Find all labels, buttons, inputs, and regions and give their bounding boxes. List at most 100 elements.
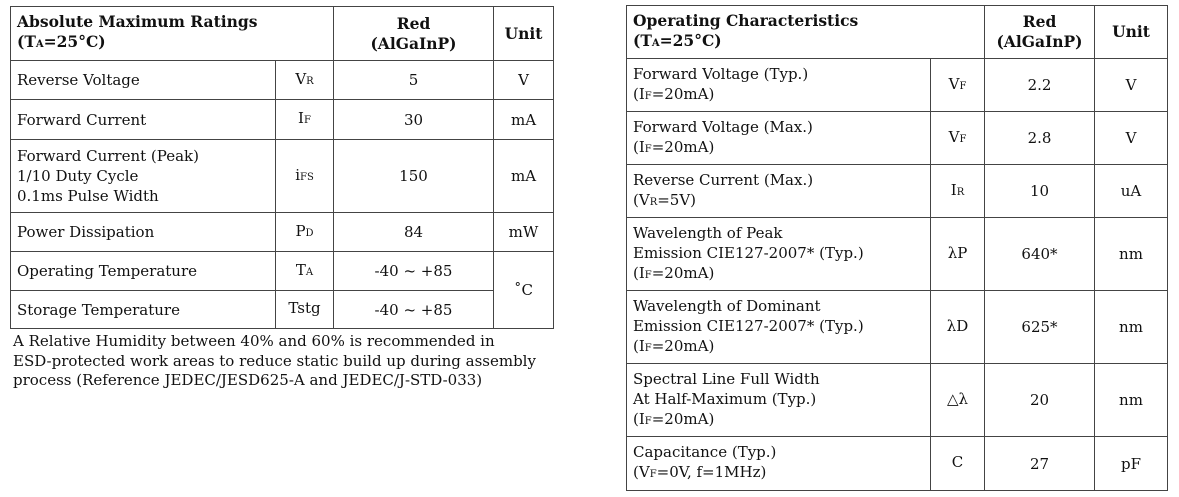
parameter-line: Wavelength of Dominant: [633, 296, 821, 315]
parameter-line: 1/10 Duty Cycle: [17, 167, 139, 185]
condition-subscript: F: [644, 342, 652, 354]
parameter-cell: Operating Temperature: [10, 251, 276, 291]
condition-suffix: =20mA): [651, 137, 715, 156]
value-cell: 2.2: [984, 58, 1095, 112]
column-header-unit: Unit: [493, 6, 554, 61]
condition-subscript: A: [651, 37, 660, 49]
table-row: Storage Temperature Tstg -40 ~ +85: [10, 290, 554, 329]
symbol-cell: PD: [275, 212, 334, 252]
symbol-cell: C: [930, 436, 985, 491]
table-title-cell: Operating Characteristics (TA=25°C): [626, 5, 985, 59]
unit-cell: mA: [493, 139, 554, 213]
column-header-red: Red (AlGaInP): [984, 5, 1095, 59]
parameter-cell: Wavelength of Peak Emission CIE127-2007*…: [626, 217, 931, 291]
parameter-line: Emission CIE127-2007* (Typ.): [633, 243, 864, 262]
condition-suffix: =5V): [657, 190, 697, 209]
column-material-label: (AlGaInP): [996, 32, 1083, 51]
symbol-main: V: [948, 127, 960, 146]
note-line: A Relative Humidity between 40% and 60% …: [13, 332, 495, 350]
condition-suffix: =25°C): [659, 30, 722, 50]
symbol-main: V: [295, 69, 307, 88]
parameter-line: Forward Voltage (Max.): [633, 117, 813, 136]
parameter-cell: Power Dissipation: [10, 212, 276, 252]
condition-suffix: =0V, f=1MHz): [656, 463, 767, 481]
condition-subscript: A: [35, 39, 44, 50]
table-row: Forward Current (Peak) 1/10 Duty Cycle 0…: [10, 139, 554, 213]
condition-line: (VR=5V): [633, 190, 924, 213]
symbol-main: i: [295, 165, 300, 184]
table-row: Forward Current IF 30 mA: [10, 99, 554, 140]
table-row: Reverse Current (Max.) (VR=5V) IR 10 uA: [626, 164, 1168, 218]
parameter-line: Emission CIE127-2007* (Typ.): [633, 316, 864, 335]
symbol-cell: VF: [930, 111, 985, 165]
value-cell: 84: [333, 212, 494, 252]
parameter-line: Reverse Current (Max.): [633, 170, 814, 189]
condition-prefix: (T: [633, 30, 652, 50]
table-row: Reverse Voltage VR 5 V: [10, 60, 554, 100]
parameter-line: 0.1ms Pulse Width: [17, 187, 159, 205]
symbol-subscript: R: [956, 186, 965, 198]
column-red-label: Red: [1022, 12, 1057, 31]
condition-suffix: =20mA): [651, 336, 715, 355]
column-red-label: Red: [396, 13, 431, 33]
note-line: process (Reference JEDEC/JESD625-A and J…: [13, 371, 483, 389]
condition-prefix: (V: [633, 463, 650, 481]
condition-line: (VF=0V, f=1MHz): [633, 462, 924, 485]
condition-line: (IF=20mA): [633, 263, 924, 286]
condition-subscript: F: [644, 143, 652, 155]
symbol-cell: iFS: [275, 139, 334, 213]
note-line: ESD-protected work areas to reduce stati…: [13, 351, 536, 370]
condition-suffix: =20mA): [651, 263, 715, 282]
condition-prefix: (I: [633, 336, 645, 355]
parameter-cell: Forward Current: [10, 99, 276, 140]
symbol-subscript: D: [305, 227, 314, 239]
value-cell: 625*: [984, 290, 1095, 364]
parameter-line: Spectral Line Full Width: [633, 369, 820, 388]
symbol-main: P: [295, 221, 306, 240]
unit-cell: nm: [1094, 290, 1168, 364]
symbol-cell: IF: [275, 99, 334, 140]
condition-line: (IF=20mA): [633, 84, 924, 107]
symbol-cell: λD: [930, 290, 985, 364]
parameter-cell: Capacitance (Typ.) (VF=0V, f=1MHz): [626, 436, 931, 491]
table-row: Capacitance (Typ.) (VF=0V, f=1MHz) C 27 …: [626, 436, 1168, 491]
symbol-cell: IR: [930, 164, 985, 218]
column-material-label: (AlGaInP): [370, 33, 457, 53]
value-cell: 27: [984, 436, 1095, 491]
unit-cell: V: [1094, 58, 1168, 112]
symbol-main: △λ: [946, 389, 969, 408]
symbol-cell: △λ: [930, 363, 985, 437]
value-cell: 2.8: [984, 111, 1095, 165]
value-cell: 10: [984, 164, 1095, 218]
unit-cell: nm: [1094, 363, 1168, 437]
absolute-maximum-ratings-table: Absolute Maximum Ratings (TA=25°C) Red (…: [10, 6, 554, 329]
table-row: Power Dissipation PD 84 mW: [10, 212, 554, 252]
unit-cell: uA: [1094, 164, 1168, 218]
parameter-cell: Wavelength of Dominant Emission CIE127-2…: [626, 290, 931, 364]
unit-cell: V: [493, 60, 554, 100]
condition-subscript: R: [649, 196, 658, 208]
parameter-cell: Reverse Current (Max.) (VR=5V): [626, 164, 931, 218]
table-header-row: Operating Characteristics (TA=25°C) Red …: [626, 5, 1168, 59]
condition-line: (IF=20mA): [633, 137, 924, 160]
condition-line: (IF=20mA): [633, 336, 924, 359]
symbol-main: C: [951, 453, 964, 471]
table-row: Wavelength of Peak Emission CIE127-2007*…: [626, 217, 1168, 291]
parameter-line: Wavelength of Peak: [633, 223, 783, 242]
parameter-cell: Forward Voltage (Typ.) (IF=20mA): [626, 58, 931, 112]
test-condition: (TA=25°C): [633, 31, 978, 54]
humidity-note: A Relative Humidity between 40% and 60% …: [13, 332, 573, 391]
table-title: Operating Characteristics: [633, 10, 859, 30]
unit-cell: mA: [493, 99, 554, 140]
table-row: Forward Voltage (Typ.) (IF=20mA) VF 2.2 …: [626, 58, 1168, 112]
unit-cell: pF: [1094, 436, 1168, 491]
symbol-main: V: [948, 74, 960, 93]
condition-subscript: F: [644, 90, 652, 102]
table-row: Spectral Line Full Width At Half-Maximum…: [626, 363, 1168, 437]
symbol-subscript: FS: [300, 171, 314, 183]
parameter-cell: Reverse Voltage: [10, 60, 276, 100]
condition-subscript: F: [649, 469, 657, 480]
table-row: Operating Temperature TA -40 ~ +85 ˚C: [10, 251, 554, 329]
unit-cell: V: [1094, 111, 1168, 165]
symbol-main: I: [298, 109, 304, 127]
